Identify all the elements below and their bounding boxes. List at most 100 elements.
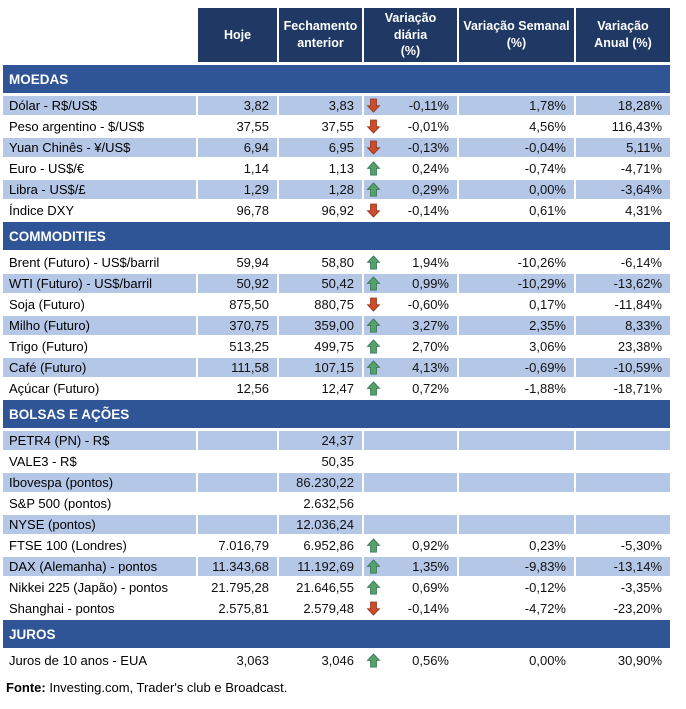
weekly-change-value — [459, 494, 576, 515]
daily-change-value: 0,92% — [412, 538, 449, 553]
previous-close-value: 12.036,24 — [279, 515, 364, 536]
daily-change-cell: 2,70% — [364, 337, 459, 358]
section-title: JUROS — [9, 626, 56, 642]
previous-close-value: 50,35 — [279, 452, 364, 473]
instrument-label: Juros de 10 anos - EUA — [3, 651, 198, 672]
table-row: Euro - US$/€ 1,14 1,13 0,24% -0,74% -4,71% — [3, 159, 670, 180]
daily-change-cell: 1,35% — [364, 557, 459, 578]
up-arrow-icon — [366, 339, 381, 354]
today-value — [198, 473, 279, 494]
previous-close-value: 37,55 — [279, 117, 364, 138]
table-row: Café (Futuro) 111,58 107,15 4,13% -0,69% -10,… — [3, 358, 670, 379]
down-arrow-icon — [366, 98, 381, 113]
weekly-change-value: -10,29% — [459, 274, 576, 295]
daily-change-cell: 0,72% — [364, 379, 459, 400]
weekly-change-value: 0,00% — [459, 651, 576, 672]
today-value — [198, 431, 279, 452]
previous-close-value: 58,80 — [279, 253, 364, 274]
daily-change-cell: 0,99% — [364, 274, 459, 295]
today-value: 59,94 — [198, 253, 279, 274]
table-row: S&P 500 (pontos) 2.632,56 — [3, 494, 670, 515]
instrument-label: NYSE (pontos) — [3, 515, 198, 536]
instrument-label: Yuan Chinês - ¥/US$ — [3, 138, 198, 159]
source-label: Fonte: — [6, 680, 46, 695]
daily-change-value: 0,29% — [412, 182, 449, 197]
annual-change-value: -11,84% — [576, 295, 670, 316]
annual-change-value: -4,71% — [576, 159, 670, 180]
daily-change-cell: 0,69% — [364, 578, 459, 599]
today-value: 11.343,68 — [198, 557, 279, 578]
arrow-slot-empty — [366, 475, 381, 490]
instrument-label: Ibovespa (pontos) — [3, 473, 198, 494]
weekly-change-value: -10,26% — [459, 253, 576, 274]
table-row: Juros de 10 anos - EUA 3,063 3,046 0,56% 0,0… — [3, 651, 670, 672]
column-header-variacao-anual: Variação Anual (%) — [576, 8, 670, 62]
daily-change-value: 3,27% — [412, 318, 449, 333]
today-value: 370,75 — [198, 316, 279, 337]
daily-change-cell: 0,29% — [364, 180, 459, 201]
today-value: 3,063 — [198, 651, 279, 672]
annual-change-value: 23,38% — [576, 337, 670, 358]
weekly-change-value: 0,17% — [459, 295, 576, 316]
daily-change-cell: -0,14% — [364, 201, 459, 222]
today-value: 6,94 — [198, 138, 279, 159]
instrument-label: Milho (Futuro) — [3, 316, 198, 337]
today-value: 111,58 — [198, 358, 279, 379]
today-value: 2.575,81 — [198, 599, 279, 620]
table-body: MOEDAS Dólar - R$/US$ 3,82 3,83 -0,11% 1,78% 1… — [3, 65, 670, 672]
annual-change-value: 116,43% — [576, 117, 670, 138]
daily-change-value: 0,24% — [412, 161, 449, 176]
instrument-label: Café (Futuro) — [3, 358, 198, 379]
weekly-change-value: -0,74% — [459, 159, 576, 180]
table-row: Açúcar (Futuro) 12,56 12,47 0,72% -1,88% -18,… — [3, 379, 670, 400]
daily-change-value: -0,01% — [407, 119, 449, 134]
weekly-change-value — [459, 473, 576, 494]
annual-change-value: -13,14% — [576, 557, 670, 578]
instrument-label: Shanghai - pontos — [3, 599, 198, 620]
daily-change-cell: -0,60% — [364, 295, 459, 316]
down-arrow-icon — [366, 140, 381, 155]
arrow-slot-empty — [366, 517, 381, 532]
previous-close-value: 2.579,48 — [279, 599, 364, 620]
table-row: Brent (Futuro) - US$/barril 59,94 58,80 1,9… — [3, 253, 670, 274]
annual-change-value: 8,33% — [576, 316, 670, 337]
weekly-change-value: 4,56% — [459, 117, 576, 138]
instrument-label: Brent (Futuro) - US$/barril — [3, 253, 198, 274]
weekly-change-value: 2,35% — [459, 316, 576, 337]
table-row: Nikkei 225 (Japão) - pontos 21.795,28 21.6… — [3, 578, 670, 599]
annual-change-value: 30,90% — [576, 651, 670, 672]
today-value: 875,50 — [198, 295, 279, 316]
up-arrow-icon — [366, 161, 381, 176]
table-row: Ibovespa (pontos) 86.230,22 — [3, 473, 670, 494]
up-arrow-icon — [366, 360, 381, 375]
daily-change-value: 0,72% — [412, 381, 449, 396]
today-value: 50,92 — [198, 274, 279, 295]
annual-change-value — [576, 473, 670, 494]
up-arrow-icon — [366, 255, 381, 270]
daily-change-cell: -0,13% — [364, 138, 459, 159]
column-header-variacao-diaria: Variação diária (%) — [364, 8, 459, 62]
daily-change-cell: 0,56% — [364, 651, 459, 672]
instrument-label: Libra - US$/£ — [3, 180, 198, 201]
annual-change-value: 4,31% — [576, 201, 670, 222]
today-value — [198, 452, 279, 473]
table-header: Hoje Fechamento anterior Variação diária… — [3, 8, 670, 62]
previous-close-value: 24,37 — [279, 431, 364, 452]
financial-market-table: Hoje Fechamento anterior Variação diária… — [3, 8, 670, 695]
table-row: WTI (Futuro) - US$/barril 50,92 50,42 0,99%… — [3, 274, 670, 295]
daily-change-value: 2,70% — [412, 339, 449, 354]
daily-change-cell: 0,92% — [364, 536, 459, 557]
previous-close-value: 6.952,86 — [279, 536, 364, 557]
previous-close-value: 499,75 — [279, 337, 364, 358]
daily-change-cell — [364, 473, 459, 494]
daily-change-cell: 4,13% — [364, 358, 459, 379]
previous-close-value: 50,42 — [279, 274, 364, 295]
up-arrow-icon — [366, 182, 381, 197]
instrument-label: Nikkei 225 (Japão) - pontos — [3, 578, 198, 599]
table-row: Soja (Futuro) 875,50 880,75 -0,60% 0,17% -11,… — [3, 295, 670, 316]
today-value: 12,56 — [198, 379, 279, 400]
table-row: Trigo (Futuro) 513,25 499,75 2,70% 3,06% 23,3… — [3, 337, 670, 358]
daily-change-value: 1,94% — [412, 255, 449, 270]
daily-change-value: 4,13% — [412, 360, 449, 375]
source-note: Fonte: Investing.com, Trader's club e Br… — [6, 680, 670, 695]
